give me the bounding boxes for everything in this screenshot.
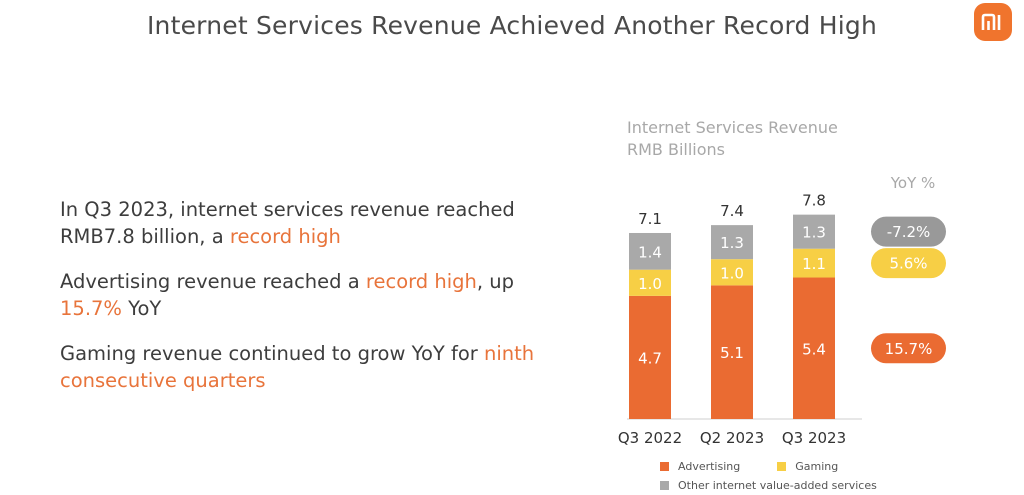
bar-other (711, 225, 753, 260)
bar-total-label: 7.8 (802, 192, 826, 210)
bullet-list: In Q3 2023, internet services revenue re… (60, 196, 580, 412)
xiaomi-logo (974, 3, 1012, 41)
bullet-3: Gaming revenue continued to grow YoY for… (60, 340, 580, 394)
bullet-text: Advertising revenue reached a (60, 270, 366, 293)
bullet-1: In Q3 2023, internet services revenue re… (60, 196, 580, 250)
bar-value-label: 4.7 (638, 349, 662, 367)
bar-other (793, 214, 835, 249)
category-tick-label: Q2 2023 (700, 429, 764, 447)
yoy-pill (871, 333, 946, 364)
bar-advertising (629, 295, 671, 419)
chart-title: Internet Services Revenue (627, 118, 838, 137)
bullet-text: Gaming revenue continued to grow YoY for (60, 342, 485, 365)
bullet-highlight: ninth consecutive quarters (60, 342, 535, 392)
legend-row: Other internet value-added services (660, 476, 914, 495)
bar-advertising (793, 277, 835, 419)
bar-other (629, 232, 671, 270)
bar-value-label: 1.3 (720, 234, 744, 252)
legend-swatch (660, 481, 669, 490)
legend-label: Advertising (678, 460, 741, 473)
chart-legend: Advertising Gaming Other internet value-… (660, 457, 914, 495)
yoy-value-label: -7.2% (887, 223, 931, 241)
bar-gaming (793, 248, 835, 278)
legend-swatch (660, 462, 669, 471)
bar-total-label: 7.4 (720, 202, 744, 220)
bar-value-label: 1.4 (638, 243, 662, 261)
category-tick-label: Q3 2023 (782, 429, 846, 447)
bar-value-label: 1.1 (802, 255, 826, 273)
slide-title: Internet Services Revenue Achieved Anoth… (146, 11, 878, 40)
category-tick-label: Q3 2022 (618, 429, 682, 447)
stacked-bar-chart: 4.7 1.0 1.4 7.1 Q3 2022 5.1 1.0 1.3 7.4 Q2 2023 5.… (618, 174, 946, 447)
bullet-text: YoY (121, 297, 162, 320)
yoy-pill (871, 216, 946, 247)
chart-title-block: Internet Services Revenue RMB Billions (627, 117, 838, 161)
bar-value-label: 5.1 (720, 344, 744, 362)
bar-gaming (629, 269, 671, 296)
legend-label: Gaming (795, 460, 839, 473)
bullet-highlight: record high (365, 270, 477, 293)
bullet-text: In Q3 2023, internet services revenue re… (60, 198, 515, 248)
legend-item-other: Other internet value-added services (660, 479, 877, 492)
legend-item-gaming: Gaming (777, 460, 838, 473)
bullet-highlight: 15.7% (60, 297, 122, 320)
legend-item-advertising: Advertising (660, 460, 740, 473)
chart-subtitle: RMB Billions (627, 140, 726, 159)
bullet-2: Advertising revenue reached a record hig… (60, 268, 580, 322)
bar-value-label: 1.0 (720, 264, 744, 282)
legend-row: Advertising Gaming (660, 457, 914, 476)
bullet-text: , up (476, 270, 515, 293)
bar-advertising (711, 285, 753, 419)
xiaomi-logo-icon (981, 13, 1001, 30)
bar-gaming (711, 259, 753, 286)
bar-value-label: 1.3 (802, 224, 826, 242)
yoy-header: YoY % (890, 174, 936, 192)
bullet-highlight: record high (229, 225, 341, 248)
legend-label: Other internet value-added services (678, 479, 877, 492)
bar-total-label: 7.1 (638, 210, 662, 228)
bar-value-label: 1.0 (638, 275, 662, 293)
yoy-value-label: 5.6% (889, 255, 927, 273)
yoy-value-label: 15.7% (885, 340, 933, 358)
bar-value-label: 5.4 (802, 340, 826, 358)
legend-swatch (777, 462, 787, 471)
yoy-pill (871, 248, 946, 279)
